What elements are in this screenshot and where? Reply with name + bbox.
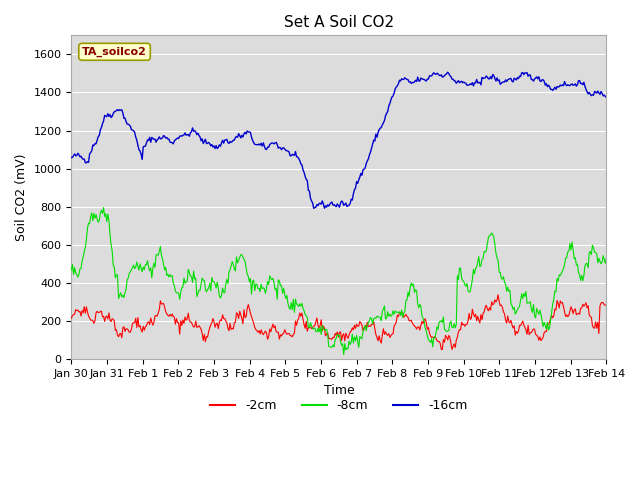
Y-axis label: Soil CO2 (mV): Soil CO2 (mV) bbox=[15, 154, 28, 241]
Text: TA_soilco2: TA_soilco2 bbox=[82, 47, 147, 57]
X-axis label: Time: Time bbox=[323, 384, 355, 397]
Legend: -2cm, -8cm, -16cm: -2cm, -8cm, -16cm bbox=[205, 395, 472, 418]
Title: Set A Soil CO2: Set A Soil CO2 bbox=[284, 15, 394, 30]
